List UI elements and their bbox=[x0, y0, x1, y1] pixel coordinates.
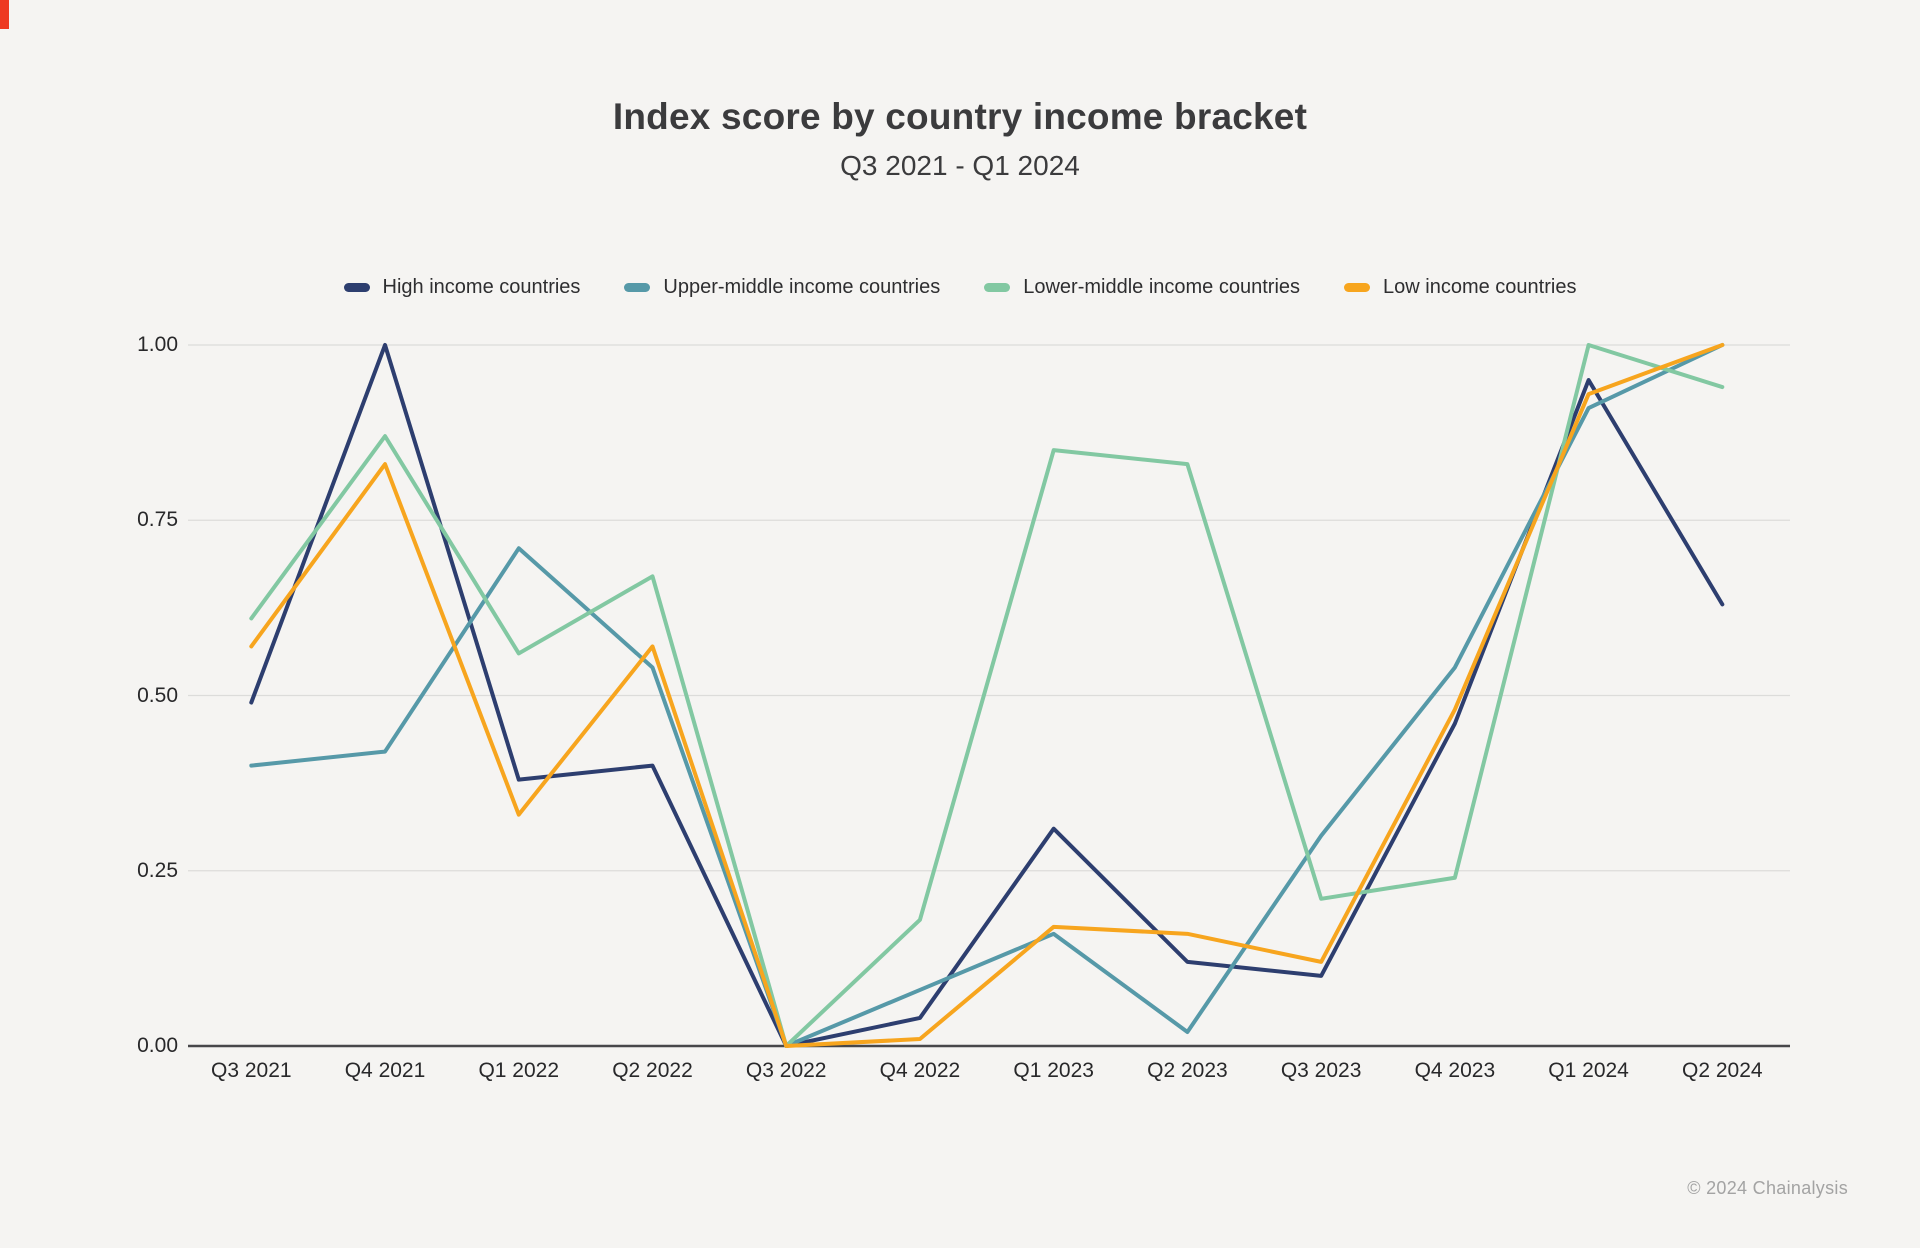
y-tick-label-0.50: 0.50 bbox=[137, 683, 178, 707]
chart-title: Index score by country income bracket bbox=[612, 96, 1308, 137]
legend-swatch-lower-middle-income-countries bbox=[984, 283, 1011, 292]
y-tick-label-0.00: 0.00 bbox=[137, 1034, 178, 1057]
y-tick-label-1.00: 1.00 bbox=[137, 333, 178, 356]
chart-legend: High income countries Upper-middle income… bbox=[0, 276, 1920, 299]
legend-swatch-high-income-countries bbox=[343, 283, 370, 292]
legend-item-high-income-countries: High income countries bbox=[343, 276, 581, 299]
legend-item-upper-middle-income-countries: Upper-middle income countries bbox=[624, 276, 940, 299]
x-tick-label-q2-2024: Q2 2024 bbox=[1682, 1059, 1763, 1082]
x-tick-label-q1-2024: Q1 2024 bbox=[1548, 1059, 1629, 1082]
x-tick-label-q1-2022: Q1 2022 bbox=[478, 1059, 560, 1082]
x-tick-label-q1-2023: Q1 2023 bbox=[1013, 1059, 1094, 1082]
legend-swatch-low-income-countries bbox=[1344, 283, 1371, 292]
brand-accent-mark bbox=[0, 0, 9, 29]
series-line-high-income-countries bbox=[249, 343, 1725, 1048]
series-line-lower-middle-income-countries bbox=[249, 343, 1725, 1048]
x-tick-label-q4-2023: Q4 2023 bbox=[1414, 1059, 1496, 1082]
x-tick-label-q2-2022: Q2 2022 bbox=[612, 1059, 693, 1082]
legend-label-lower-middle-income-countries: Lower-middle income countries bbox=[1023, 276, 1301, 298]
x-tick-label-q2-2023: Q2 2023 bbox=[1147, 1059, 1228, 1082]
legend-label-upper-middle-income-countries: Upper-middle income countries bbox=[663, 276, 941, 298]
y-tick-label-0.25: 0.25 bbox=[137, 858, 178, 882]
x-tick-label-q3-2023: Q3 2023 bbox=[1280, 1059, 1362, 1082]
series-line-low-income-countries bbox=[249, 343, 1725, 1048]
legend-item-low-income-countries: Low income countries bbox=[1344, 276, 1576, 299]
chart-subtitle: Q3 2021 - Q1 2024 bbox=[840, 150, 1080, 181]
series-line-upper-middle-income-countries bbox=[249, 343, 1725, 1048]
copyright-text: © 2024 Chainalysis bbox=[1687, 1178, 1848, 1198]
legend-label-low-income-countries: Low income countries bbox=[1383, 276, 1577, 298]
legend-item-lower-middle-income-countries: Lower-middle income countries bbox=[984, 276, 1300, 299]
legend-label-high-income-countries: High income countries bbox=[382, 276, 581, 298]
x-tick-label-q4-2021: Q4 2021 bbox=[344, 1059, 426, 1082]
y-tick-label-0.75: 0.75 bbox=[137, 508, 178, 532]
x-tick-label-q3-2022: Q3 2022 bbox=[745, 1059, 827, 1082]
legend-swatch-upper-middle-income-countries bbox=[624, 283, 651, 292]
x-tick-label-q3-2021: Q3 2021 bbox=[211, 1059, 292, 1082]
x-tick-label-q4-2022: Q4 2022 bbox=[879, 1059, 961, 1082]
